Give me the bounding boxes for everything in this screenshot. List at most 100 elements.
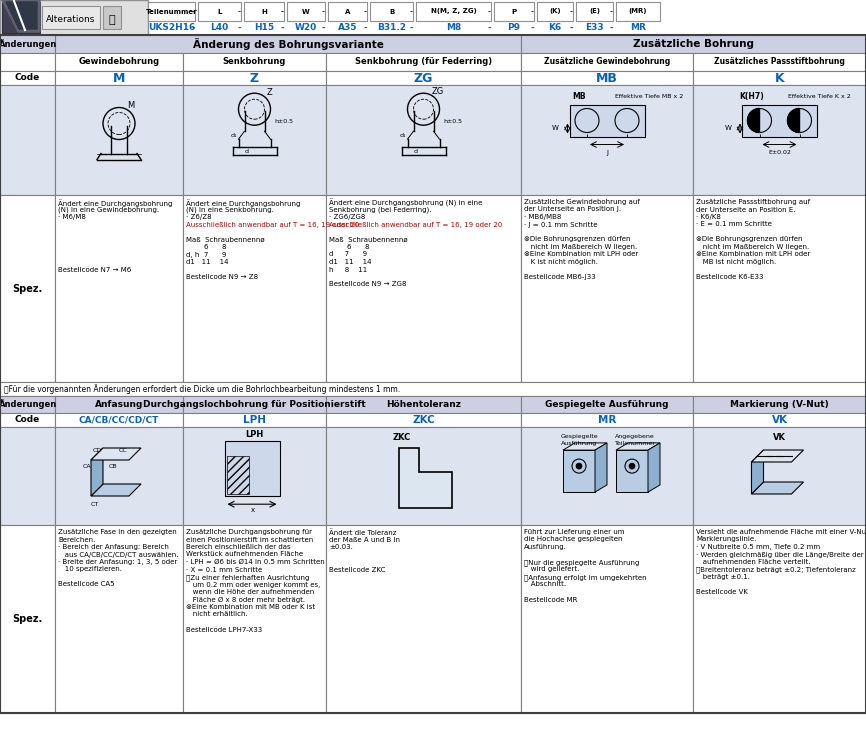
- Text: Gewindebohrung: Gewindebohrung: [79, 58, 159, 67]
- Circle shape: [576, 463, 582, 469]
- Text: Zusätzliche Gewindebohrung auf: Zusätzliche Gewindebohrung auf: [524, 199, 640, 205]
- Text: wenn die Höhe der aufnehmenden: wenn die Höhe der aufnehmenden: [186, 589, 314, 595]
- Text: Versieht die aufnehmende Fläche mit einer V-Nut-: Versieht die aufnehmende Fläche mit eine…: [696, 529, 866, 535]
- Text: -: -: [321, 23, 325, 32]
- Bar: [326, 195, 521, 382]
- Text: ⊗Eine Kombination mit LPH oder: ⊗Eine Kombination mit LPH oder: [696, 252, 811, 258]
- Bar: [693, 71, 866, 85]
- Text: d₁: d₁: [231, 132, 237, 138]
- Bar: [0, 53, 55, 71]
- Text: nicht erhältlich.: nicht erhältlich.: [186, 611, 248, 618]
- Bar: [183, 427, 326, 525]
- Text: ⚿: ⚿: [109, 15, 115, 25]
- Bar: [55, 427, 183, 525]
- Text: d1   11    14: d1 11 14: [329, 259, 372, 265]
- Text: d₁: d₁: [400, 132, 406, 138]
- Text: Senkbohrung: Senkbohrung: [223, 58, 286, 67]
- Polygon shape: [752, 450, 764, 494]
- Text: Teilenummer: Teilenummer: [615, 441, 656, 446]
- Bar: [244, 2, 284, 21]
- Bar: [370, 2, 413, 21]
- Bar: [183, 53, 326, 71]
- Text: Angegebene: Angegebene: [615, 433, 655, 438]
- Text: (MR): (MR): [629, 9, 647, 15]
- Text: Maß  Schraubennennø: Maß Schraubennennø: [329, 236, 408, 242]
- Text: -: -: [191, 23, 195, 32]
- Text: Bestellcode VK: Bestellcode VK: [696, 589, 748, 595]
- Polygon shape: [595, 443, 607, 492]
- Text: B: B: [389, 9, 394, 15]
- Bar: [326, 525, 521, 713]
- Bar: [0, 413, 55, 427]
- Text: Bestellcode K6-E33: Bestellcode K6-E33: [696, 274, 764, 280]
- Text: W20: W20: [295, 23, 317, 32]
- Bar: [521, 53, 693, 71]
- Text: · Bereich der Anfasung: Bereich: · Bereich der Anfasung: Bereich: [58, 544, 169, 550]
- Text: · Breite der Anfasung: 1, 3, 5 oder: · Breite der Anfasung: 1, 3, 5 oder: [58, 559, 178, 565]
- Text: Fläche Ø x 8 oder mehr beträgt.: Fläche Ø x 8 oder mehr beträgt.: [186, 597, 305, 602]
- Text: Spez.: Spez.: [12, 614, 42, 624]
- Bar: [616, 2, 660, 21]
- Text: Code: Code: [15, 416, 40, 425]
- Text: K ist nicht möglich.: K ist nicht möglich.: [524, 259, 598, 265]
- Circle shape: [629, 463, 635, 469]
- Text: · MB6/MB8: · MB6/MB8: [524, 214, 561, 220]
- Text: Teilenummer: Teilenummer: [145, 9, 197, 15]
- Text: ZKC: ZKC: [412, 415, 435, 425]
- Bar: [183, 195, 326, 382]
- Text: MB: MB: [572, 92, 585, 101]
- Text: nicht im Maßbereich W liegen.: nicht im Maßbereich W liegen.: [696, 244, 809, 250]
- Bar: [521, 71, 693, 85]
- Text: h     8    11: h 8 11: [329, 266, 367, 272]
- Bar: [0, 0, 148, 35]
- Text: 10 spezifizieren.: 10 spezifizieren.: [58, 567, 122, 572]
- Text: M: M: [113, 72, 126, 84]
- Text: Ausschließlich anwendbar auf T = 16, 19 oder 20: Ausschließlich anwendbar auf T = 16, 19 …: [186, 222, 359, 228]
- Text: Zusätzliche Bohrung: Zusätzliche Bohrung: [633, 39, 754, 49]
- Text: Maß  Schraubennennø: Maß Schraubennennø: [186, 236, 265, 242]
- Bar: [227, 456, 249, 494]
- Text: -: -: [237, 7, 241, 16]
- Bar: [742, 105, 817, 136]
- Text: Zusätzliche Fase in den gezeigten: Zusätzliche Fase in den gezeigten: [58, 529, 177, 535]
- Bar: [521, 413, 693, 427]
- Text: Ändert eine Durchgangsbohrung: Ändert eine Durchgangsbohrung: [186, 199, 301, 207]
- Text: ⓘBreitentoleranz beträgt ±0.2; Tiefentoleranz: ⓘBreitentoleranz beträgt ±0.2; Tiefentol…: [696, 567, 856, 573]
- Text: UKS2H16: UKS2H16: [148, 23, 195, 32]
- Text: Änderungen: Änderungen: [0, 400, 56, 409]
- Text: der Maße A und B in: der Maße A und B in: [329, 537, 400, 542]
- Text: Bereich einschließlich der das: Bereich einschließlich der das: [186, 544, 291, 550]
- Bar: [416, 2, 491, 21]
- Bar: [693, 413, 866, 427]
- Bar: [55, 525, 183, 713]
- Text: d     7      9: d 7 9: [329, 252, 367, 258]
- Bar: [55, 85, 183, 195]
- Text: Werkstück aufnehmenden Fläche: Werkstück aufnehmenden Fläche: [186, 551, 303, 558]
- Bar: [198, 2, 241, 21]
- Text: Bestellcode LPH7-X33: Bestellcode LPH7-X33: [186, 627, 262, 632]
- Text: · Z6/Z8: · Z6/Z8: [186, 214, 211, 220]
- Text: d: d: [413, 149, 417, 154]
- Bar: [55, 35, 521, 53]
- Bar: [0, 35, 55, 53]
- Text: VK: VK: [772, 415, 787, 425]
- Text: K6: K6: [548, 23, 562, 32]
- Text: Führt zur Lieferung einer um: Führt zur Lieferung einer um: [524, 529, 624, 535]
- Text: d1   11    14: d1 11 14: [186, 259, 229, 265]
- Text: W: W: [302, 9, 310, 15]
- Text: -: -: [191, 7, 195, 16]
- Text: Zusätzliche Durchgangsbohrung für: Zusätzliche Durchgangsbohrung für: [186, 529, 312, 535]
- Text: H15: H15: [254, 23, 274, 32]
- Text: CA: CA: [83, 463, 92, 468]
- Text: MB: MB: [596, 72, 618, 84]
- Text: -: -: [237, 23, 241, 32]
- Bar: [693, 195, 866, 382]
- Text: nicht im Maßbereich W liegen.: nicht im Maßbereich W liegen.: [524, 244, 637, 250]
- Polygon shape: [91, 448, 103, 496]
- Text: -: -: [363, 23, 367, 32]
- Bar: [287, 2, 325, 21]
- Text: ⊗Die Bohrungsgrenzen dürfen: ⊗Die Bohrungsgrenzen dürfen: [524, 236, 630, 242]
- Text: Bestellcode CA5: Bestellcode CA5: [58, 581, 114, 588]
- Text: · ZG6/ZG8: · ZG6/ZG8: [329, 214, 365, 220]
- Text: Ausführung.: Ausführung.: [524, 544, 567, 550]
